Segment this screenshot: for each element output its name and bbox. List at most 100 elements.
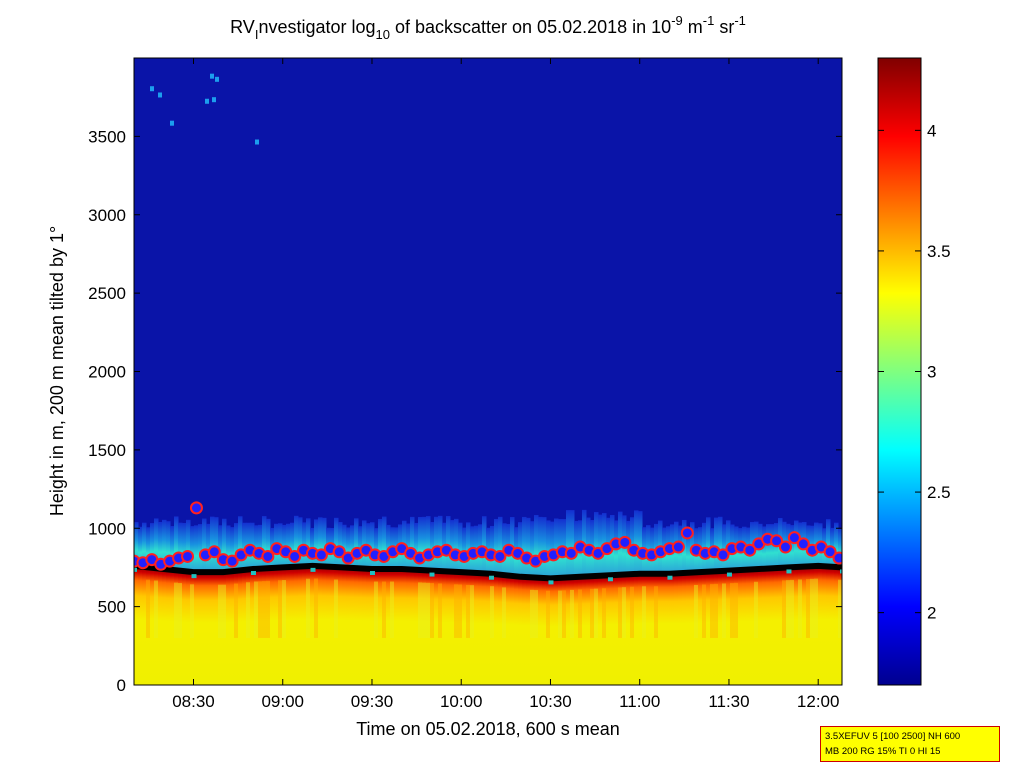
boundary-layer-cell (566, 577, 571, 685)
boundary-layer-cell (806, 566, 811, 685)
variation-streak (578, 589, 582, 638)
variation-streak (570, 589, 574, 638)
boundary-layer-cell (154, 567, 159, 685)
layer-base-marker (429, 572, 435, 577)
x-axis-label: Time on 05.02.2018, 600 s mean (356, 719, 620, 739)
layer-base-marker (310, 567, 316, 572)
band-cell (334, 517, 339, 568)
layer-base-marker (250, 571, 256, 576)
variation-streak (782, 580, 786, 638)
variation-streak (702, 584, 706, 638)
boundary-layer-cell (178, 570, 183, 685)
y-axis-label: Height in m, 200 m mean tilted by 1° (47, 226, 67, 516)
band-cell (594, 512, 599, 577)
boundary-layer-cell (222, 572, 227, 685)
band-cell (134, 522, 139, 566)
x-tick-label: 09:30 (351, 692, 394, 711)
variation-streak (178, 583, 182, 638)
mixing-layer-point (189, 501, 203, 515)
variation-streak (618, 587, 622, 638)
boundary-layer-cell (698, 572, 703, 685)
layer-base-marker (191, 574, 197, 579)
boundary-layer-cell (590, 576, 595, 685)
band-cell (346, 527, 351, 568)
variation-streak (306, 578, 310, 638)
y-tick-label: 1000 (88, 519, 126, 538)
band-cell (170, 526, 175, 570)
boundary-layer-cell (654, 573, 659, 685)
boundary-layer-cell (294, 566, 299, 685)
boundary-layer-cell (638, 573, 643, 685)
boundary-layer-cell (642, 573, 647, 685)
mixing-layer-point (796, 537, 810, 551)
band-cell (566, 510, 571, 578)
variation-streak (430, 583, 434, 638)
boundary-layer-cell (578, 576, 583, 685)
boundary-layer-cell (330, 566, 335, 685)
boundary-layer-cell (306, 566, 311, 685)
boundary-layer-cell (786, 567, 791, 685)
variation-streak (222, 584, 226, 638)
band-cell (174, 516, 179, 571)
band-cell (210, 516, 215, 573)
band-cell (542, 517, 547, 578)
upper-speck (170, 120, 174, 126)
variation-streak (458, 584, 462, 638)
boundary-layer-cell (690, 572, 695, 685)
variation-streak (530, 589, 534, 638)
boundary-layer-cell (582, 576, 587, 685)
boundary-layer-cell (226, 571, 231, 685)
boundary-layer-cell (262, 568, 267, 685)
variation-streak (546, 590, 550, 638)
boundary-layer-cell (354, 568, 359, 685)
boundary-layer-cell (554, 578, 559, 685)
boundary-layer-cell (378, 569, 383, 685)
layer-base-marker (726, 572, 732, 577)
variation-streak (534, 590, 538, 638)
mixing-layer-point (181, 549, 195, 563)
band-cell (254, 525, 259, 569)
variation-streak (642, 586, 646, 638)
band-cell (294, 515, 299, 567)
band-cell (342, 524, 347, 568)
boundary-layer-cell (630, 574, 635, 685)
boundary-layer-cell (278, 567, 283, 685)
band-cell (534, 515, 539, 578)
variation-streak (278, 580, 282, 638)
variation-streak (390, 581, 394, 638)
boundary-layer-cell (490, 573, 495, 685)
boundary-layer-cell (254, 568, 259, 685)
boundary-layer-cell (174, 570, 179, 685)
boundary-layer-cell (522, 576, 527, 685)
boundary-layer-cell (826, 566, 831, 685)
boundary-layer-cell (802, 566, 807, 685)
boundary-layer-cell (486, 573, 491, 685)
variation-streak (562, 590, 566, 638)
boundary-layer-cell (146, 567, 151, 685)
variation-streak (262, 581, 266, 638)
band-cell (318, 517, 323, 567)
variation-streak (382, 581, 386, 638)
boundary-layer-cell (418, 569, 423, 685)
band-cell (418, 516, 423, 570)
boundary-layer-cell (214, 572, 219, 685)
band-cell (458, 522, 463, 572)
mixing-layer-point (261, 549, 275, 563)
variation-streak (438, 583, 442, 638)
boundary-layer-cell (398, 569, 403, 685)
series-layer (134, 501, 842, 585)
boundary-layer-cell (162, 568, 167, 685)
variation-streak (810, 578, 814, 638)
settings-annotation-box: 3.5XEFUV 5 [100 2500] NH 600 MB 200 RG 1… (820, 726, 1000, 762)
band-cell (338, 522, 343, 568)
boundary-layer-cell (442, 571, 447, 685)
boundary-layer-cell (482, 573, 487, 685)
variation-streak (806, 579, 810, 638)
variation-streak (790, 579, 794, 638)
boundary-layer-cell (350, 567, 355, 685)
boundary-layer-cell (290, 567, 295, 685)
boundary-layer-cell (538, 577, 543, 685)
variation-streak (714, 583, 718, 638)
boundary-layer-cell (514, 576, 519, 685)
boundary-layer-cell (714, 571, 719, 685)
